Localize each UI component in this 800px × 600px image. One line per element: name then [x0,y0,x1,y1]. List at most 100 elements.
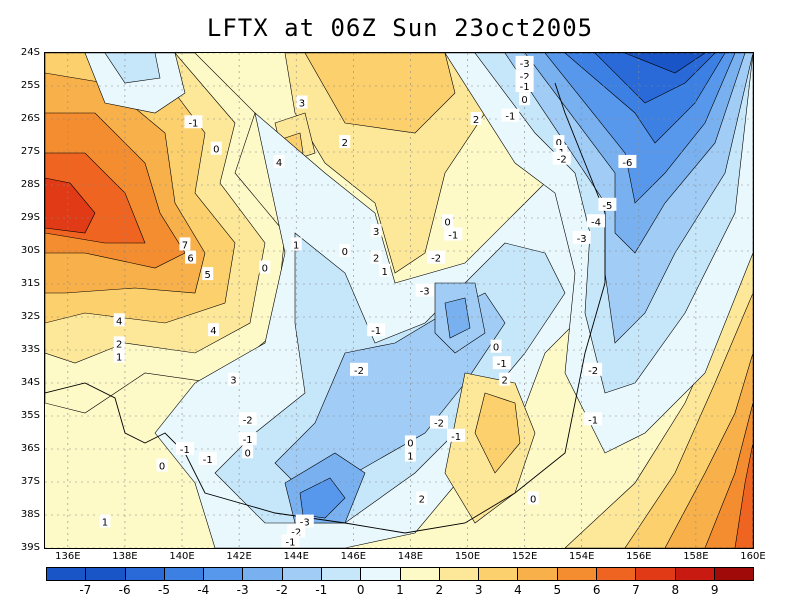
lon-tick-label: 148E [397,551,424,562]
contour-label: -1 [184,115,203,129]
colorbar-label: -2 [276,583,288,597]
contour-label: -1 [447,428,466,443]
svg-text:4: 4 [116,316,122,327]
contour-label: 4 [207,323,219,337]
contour-label: -2 [584,362,603,377]
lon-tick-label: 146E [340,551,367,562]
lat-tick-label: 31S [20,278,40,289]
colorbar-cell [636,568,676,580]
contour-region [299,477,346,519]
contour-label: 5 [202,267,214,281]
svg-text:1: 1 [116,353,122,364]
contour-label: 0 [442,214,454,228]
svg-text:3: 3 [299,99,305,110]
colorbar-cell [714,568,754,580]
lat-tick-label: 25S [20,80,40,91]
contour-label: 0 [242,445,254,459]
svg-text:0: 0 [521,95,527,106]
contour-label: 0 [404,435,416,449]
contour-label: -1 [198,451,217,466]
lon-tick-label: 158E [683,551,709,562]
svg-text:2: 2 [501,376,507,387]
svg-text:-2: -2 [588,366,598,377]
colorbar-label: 2 [435,583,444,597]
contour-label: 6 [185,250,197,265]
svg-text:5: 5 [205,270,211,281]
svg-text:-2: -2 [431,254,441,265]
svg-text:-1: -1 [588,415,598,426]
lat-tick-label: 35S [20,410,40,421]
contour-label: -3 [415,283,434,298]
contour-label: 2 [113,336,125,350]
svg-text:-2: -2 [291,528,301,539]
colorbar-label: 8 [671,583,680,597]
colorbar-label: 4 [514,583,522,597]
contour-label: -2 [427,250,446,265]
colorbar-cell [518,568,558,580]
contour-label: 3 [227,372,239,387]
contour-label: -1 [492,356,511,370]
contour-label: -3 [515,55,534,70]
svg-text:-3: -3 [300,518,310,529]
colorbar-label: 5 [553,583,562,597]
colorbar-label: 9 [710,583,719,597]
lat-tick-label: 29S [20,212,40,223]
colorbar-label: -5 [158,583,170,597]
contour-label: -2 [287,524,306,539]
svg-text:-1: -1 [520,82,530,93]
contour-region [474,392,521,474]
contour-label: -2 [429,415,448,430]
svg-text:-3: -3 [520,59,530,70]
contour-label: -6 [618,154,637,169]
svg-text:-2: -2 [434,419,444,430]
colorbar-label: 1 [396,583,404,597]
svg-text:0: 0 [213,145,219,156]
svg-text:2: 2 [473,115,479,126]
contour-label: -1 [584,412,603,426]
lon-tick-label: 160E [740,551,766,562]
svg-text:2: 2 [419,495,425,506]
svg-text:-2: -2 [557,155,567,166]
lon-tick-label: 136E [55,551,81,562]
svg-text:-1: -1 [188,118,198,129]
contour-label: 2 [499,372,511,387]
contour-label: 0 [553,135,565,149]
svg-text:-1: -1 [497,359,507,370]
contour-region [304,53,456,134]
lat-tick-label: 30S [20,245,40,256]
svg-text:2: 2 [116,339,122,350]
colorbar-label: -6 [118,583,131,597]
svg-text:0: 0 [444,217,450,228]
svg-text:1: 1 [382,267,388,278]
contour-label: -3 [295,514,314,529]
colorbar-cell [47,568,87,580]
lat-tick-label: 36S [20,443,40,454]
svg-text:4: 4 [210,326,216,337]
contour-label: -2 [515,69,534,83]
svg-text:-5: -5 [602,201,612,212]
contour-map: -3-2-10-123-102401-2-6-5-4-30-1376510021… [45,53,753,548]
contour-label: 0 [490,339,502,354]
lon-tick-label: 152E [511,551,538,562]
svg-text:1: 1 [407,452,413,463]
contour-label: 2 [416,491,428,506]
colorbar-cell [439,568,480,580]
lat-tick-label: 38S [20,509,40,520]
lat-tick-label: 33S [20,344,40,355]
lon-tick-label: 144E [283,551,309,562]
colorbar-label: -3 [236,583,249,597]
colorbar-label: 0 [356,583,365,597]
contour-label: 0 [527,491,539,506]
colorbar-cell [164,568,205,580]
svg-text:-2: -2 [520,72,530,83]
lon-tick-label: 150E [454,551,481,562]
svg-text:0: 0 [530,495,536,506]
contour-region [45,177,96,234]
svg-text:4: 4 [276,158,282,169]
svg-text:-3: -3 [577,234,587,245]
colorbar-label: -1 [315,583,328,597]
lon-tick-label: 142E [226,551,252,562]
contour-label: -1 [444,227,463,242]
colorbar-cell [596,568,637,580]
lat-tick-label: 27S [20,146,40,157]
